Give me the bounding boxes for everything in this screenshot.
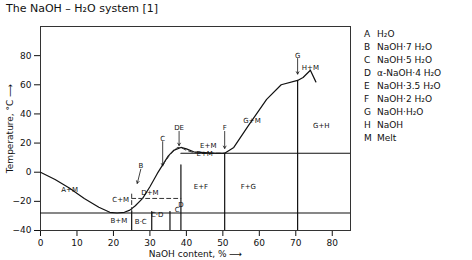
html-text:B: B: [364, 42, 371, 52]
svg-text:60: 60: [254, 238, 266, 248]
svg-text:F+G: F+G: [241, 183, 256, 191]
svg-text:F: F: [223, 124, 227, 132]
svg-text:G: G: [295, 52, 300, 60]
html-text:D: D: [364, 68, 371, 78]
svg-text:−20: −20: [13, 196, 32, 206]
svg-text:10: 10: [71, 238, 83, 248]
svg-text:50: 50: [217, 238, 229, 248]
html-text:NaOH·H₂O: NaOH·H₂O: [377, 107, 424, 117]
svg-text:E+M: E+M: [200, 142, 216, 150]
svg-text:0: 0: [26, 167, 32, 177]
html-text:F: F: [364, 94, 370, 104]
html-text:G: G: [364, 107, 371, 117]
html-text:NaOH·5 H₂O: NaOH·5 H₂O: [377, 55, 432, 65]
html-text:NaOH: NaOH: [377, 120, 404, 130]
svg-text:80: 80: [20, 51, 32, 61]
svg-text:NaOH content, % ⟶: NaOH content, % ⟶: [149, 249, 243, 259]
svg-text:G+H: G+H: [313, 122, 330, 130]
svg-text:C·D: C·D: [151, 211, 164, 219]
svg-text:B+M: B+M: [111, 217, 128, 225]
svg-text:H+M: H+M: [302, 64, 319, 72]
html-text:Melt: Melt: [377, 133, 397, 143]
html-text:M: M: [364, 133, 372, 143]
svg-text:80: 80: [327, 238, 339, 248]
svg-text:70: 70: [290, 238, 302, 248]
html-text:C: C: [364, 55, 371, 65]
html-text:NaOH·7 H₂O: NaOH·7 H₂O: [377, 42, 432, 52]
html-text:α-NaOH·4 H₂O: α-NaOH·4 H₂O: [377, 68, 442, 78]
svg-text:A+M: A+M: [61, 186, 78, 194]
svg-text:B: B: [138, 162, 143, 170]
svg-text:40: 40: [181, 238, 193, 248]
svg-text:30: 30: [144, 238, 156, 248]
html-text:A: A: [364, 29, 371, 39]
svg-text:C: C: [175, 206, 180, 214]
svg-text:−40: −40: [13, 225, 32, 235]
html-text:E: E: [364, 81, 370, 91]
svg-text:E+F: E+F: [194, 183, 208, 191]
svg-text:D: D: [178, 200, 184, 209]
svg-text:E+M: E+M: [196, 150, 212, 158]
html-text:The NaOH – H₂O system [1]: The NaOH – H₂O system [1]: [6, 2, 158, 15]
svg-text:Temperature, °C ⟶: Temperature, °C ⟶: [5, 84, 15, 174]
svg-text:B·C: B·C: [135, 218, 147, 226]
svg-text:D+M: D+M: [141, 189, 158, 197]
svg-text:C+M: C+M: [112, 196, 129, 204]
svg-text:0: 0: [38, 238, 44, 248]
html-text:NaOH·3.5 H₂O: NaOH·3.5 H₂O: [377, 81, 441, 91]
html-text:H: H: [364, 120, 371, 130]
html-text:NaOH·2 H₂O: NaOH·2 H₂O: [377, 94, 432, 104]
svg-text:20: 20: [108, 238, 120, 248]
svg-text:C: C: [160, 135, 165, 143]
html-text:H₂O: H₂O: [377, 29, 395, 39]
svg-text:60: 60: [20, 80, 32, 90]
svg-text:G+M: G+M: [243, 117, 260, 125]
svg-text:40: 40: [20, 109, 32, 119]
svg-text:DE: DE: [174, 124, 184, 132]
svg-text:20: 20: [20, 138, 32, 148]
